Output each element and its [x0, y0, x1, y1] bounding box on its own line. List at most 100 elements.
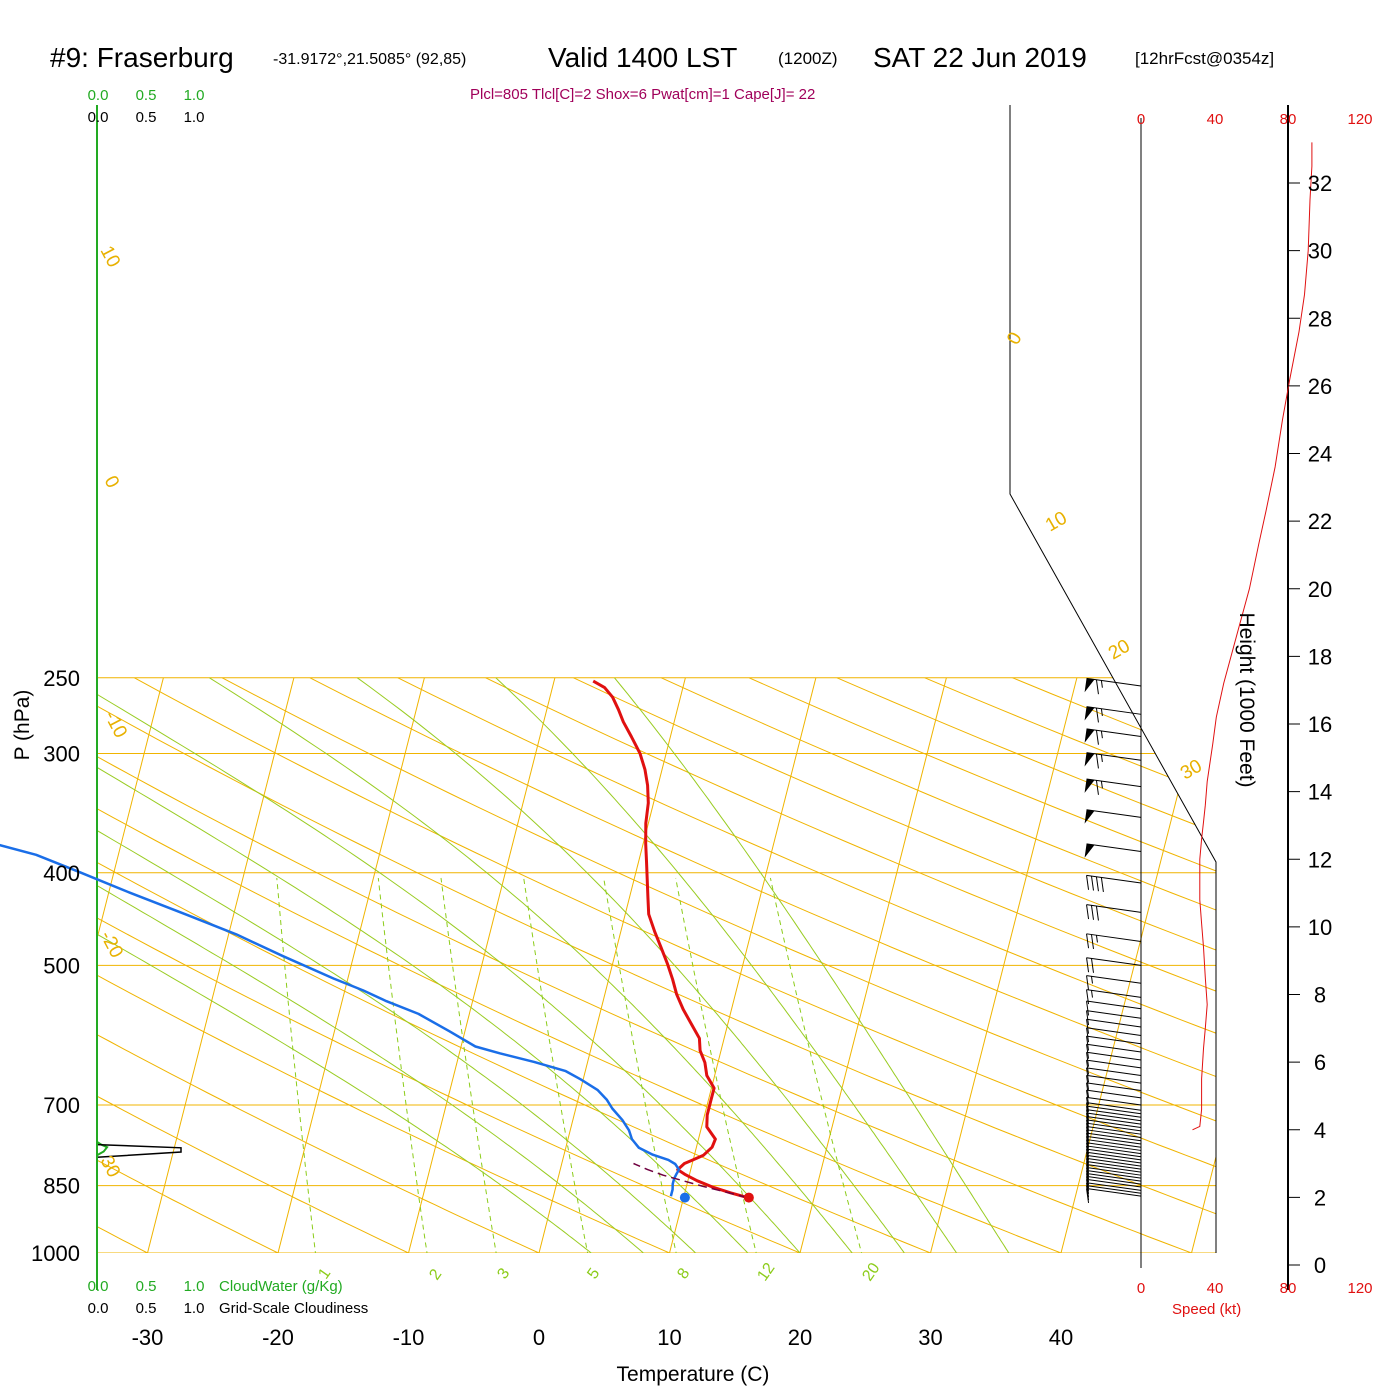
temperature-tick-label: 0 — [533, 1325, 545, 1350]
isotherm-label: 10 — [1042, 508, 1071, 537]
wind-barb-shaft — [1086, 1010, 1142, 1019]
dry-adiabat-line — [221, 677, 1216, 1253]
wind-barb-shaft — [1086, 1122, 1142, 1132]
isotherm-line — [0, 678, 33, 1253]
wind-barb-shaft — [1086, 1160, 1142, 1170]
wind-barb-flag — [1084, 706, 1095, 721]
wind-barb — [1086, 1010, 1142, 1026]
temperature-tick-label: -30 — [132, 1325, 164, 1350]
moist-adiabat-line — [97, 677, 779, 1253]
wind-barb-half-feather — [1090, 990, 1093, 998]
isotherm-line — [661, 1252, 670, 1253]
height-tick-label: 22 — [1308, 509, 1332, 534]
wind-barb-shaft — [1086, 1132, 1142, 1142]
cloudiness-tick-top: 0.0 — [88, 109, 109, 126]
temperature-tick-label: -10 — [393, 1325, 425, 1350]
wind-barb-shaft — [1086, 1175, 1142, 1185]
cloudiness-tick-bottom: 0.0 — [88, 1300, 109, 1317]
wind-barb — [1084, 752, 1142, 769]
speed-tick-top: 120 — [1347, 111, 1372, 128]
wind-barb-feather — [1086, 1027, 1090, 1043]
wind-barb-half-feather — [1100, 754, 1103, 762]
dry-adiabat-line — [573, 677, 1216, 1253]
wind-barb-feather — [1086, 1044, 1090, 1059]
wind-barb — [1086, 1059, 1142, 1075]
wind-barb — [1086, 874, 1142, 892]
wind-barb-half-feather — [1100, 708, 1103, 717]
height-tick-label: 18 — [1308, 644, 1332, 669]
wind-barb-shaft — [1086, 1059, 1142, 1069]
wind-barb-shaft — [1086, 752, 1142, 761]
forecast-run: [12hrFcst@0354z] — [1135, 49, 1274, 68]
mixing-ratio-label: 2 — [426, 1266, 445, 1283]
wind-barb-feather — [1086, 975, 1090, 991]
wind-barb-shaft — [1086, 1082, 1142, 1092]
height-tick-label: 8 — [1314, 983, 1326, 1008]
dry-adiabat-line — [97, 677, 211, 1253]
pressure-tick-label: 1000 — [31, 1241, 80, 1266]
isotherm-label: -10 — [100, 707, 131, 741]
pressure-tick-label: 300 — [43, 741, 80, 766]
dry-adiabat-line — [97, 677, 1144, 1253]
wind-barb — [1084, 728, 1142, 745]
cloud-scale-ticks: 0.0 0.0 0.5 0.5 1.0 1.0 0.0 0.0 0.5 0.5 1.0 1.0 — [88, 87, 205, 1317]
wind-barb-feather — [1090, 934, 1094, 949]
stability-indices: Plcl=805 Tlcl[C]=2 Shox=6 Pwat[cm]=1 Cap… — [470, 86, 815, 103]
dry-adiabat-line — [97, 677, 1216, 1253]
wind-barb-shaft — [1086, 1142, 1142, 1151]
cloudiness-trace — [96, 1143, 182, 1159]
wind-barb-shaft — [1086, 1043, 1142, 1053]
wind-barb-half-feather — [1100, 680, 1103, 688]
wind-barb-shaft — [1086, 728, 1142, 737]
wind-barb-shaft — [1086, 1187, 1142, 1197]
wind-barb-shaft — [1086, 1105, 1142, 1115]
wind-barb-feather — [1086, 1075, 1090, 1090]
wind-barb-shaft — [1086, 975, 1142, 984]
moist-adiabat-line — [209, 677, 879, 1253]
wind-barb-feather — [1090, 958, 1094, 973]
wind-barb-shaft — [1086, 1129, 1142, 1138]
wind-barb-shaft — [1086, 1119, 1142, 1128]
wind-barb-shaft — [1086, 989, 1142, 998]
wind-barb-feather — [1095, 876, 1099, 892]
wind-barb-feather — [1086, 1000, 1090, 1016]
wind-barb-shaft — [1086, 778, 1142, 788]
station-coords: -31.9172°,21.5085° (92,85) — [273, 51, 466, 68]
isotherm-label: 20 — [1105, 636, 1134, 665]
mixing-ratio-line — [675, 877, 764, 1253]
wind-barb — [1086, 1018, 1142, 1034]
temperature-ticks: -30 -20 -10 0 10 20 30 40 — [132, 1325, 1074, 1350]
wind-barb — [1086, 1102, 1142, 1118]
dry-adiabat-line — [748, 677, 1216, 1253]
wind-barb — [1086, 1000, 1142, 1016]
moist-adiabat-line — [97, 677, 681, 1253]
height-tick-label: 30 — [1308, 239, 1332, 264]
wind-barb — [1086, 1074, 1142, 1090]
wind-barb — [1086, 1187, 1142, 1203]
isotherm-line — [1322, 678, 1400, 1253]
wind-barb-shaft — [1086, 1096, 1142, 1106]
cloud-water-tick-top: 0.0 — [88, 87, 109, 104]
wind-barb-shaft — [1086, 1126, 1142, 1135]
wind-barb — [1086, 989, 1142, 1005]
surface-temperature-dot — [743, 1192, 754, 1203]
wind-barb-shaft — [1086, 1164, 1142, 1173]
dry-adiabat-line — [134, 677, 1216, 1253]
mixing-ratio-line — [440, 877, 502, 1253]
isotherm-line — [147, 677, 295, 1253]
pressure-tick-label: 700 — [43, 1093, 80, 1118]
wind-barb-shaft — [1086, 1157, 1142, 1167]
wind-barb-half-feather — [1100, 730, 1103, 739]
height-tick-label: 32 — [1308, 171, 1332, 196]
wind-barb-feather — [1086, 957, 1090, 973]
speed-tick-bottom: 80 — [1280, 1280, 1297, 1297]
wind-barb-feather — [1095, 679, 1099, 695]
mixing-ratio-label: 8 — [674, 1265, 693, 1282]
plot-frame — [96, 105, 1289, 1290]
height-tick-label: 28 — [1308, 306, 1332, 331]
forecast-date: SAT 22 Jun 2019 — [873, 42, 1087, 73]
height-tick-label: 10 — [1308, 915, 1332, 940]
dry-adiabat-line — [97, 677, 878, 1253]
height-tick-label: 24 — [1308, 442, 1332, 467]
